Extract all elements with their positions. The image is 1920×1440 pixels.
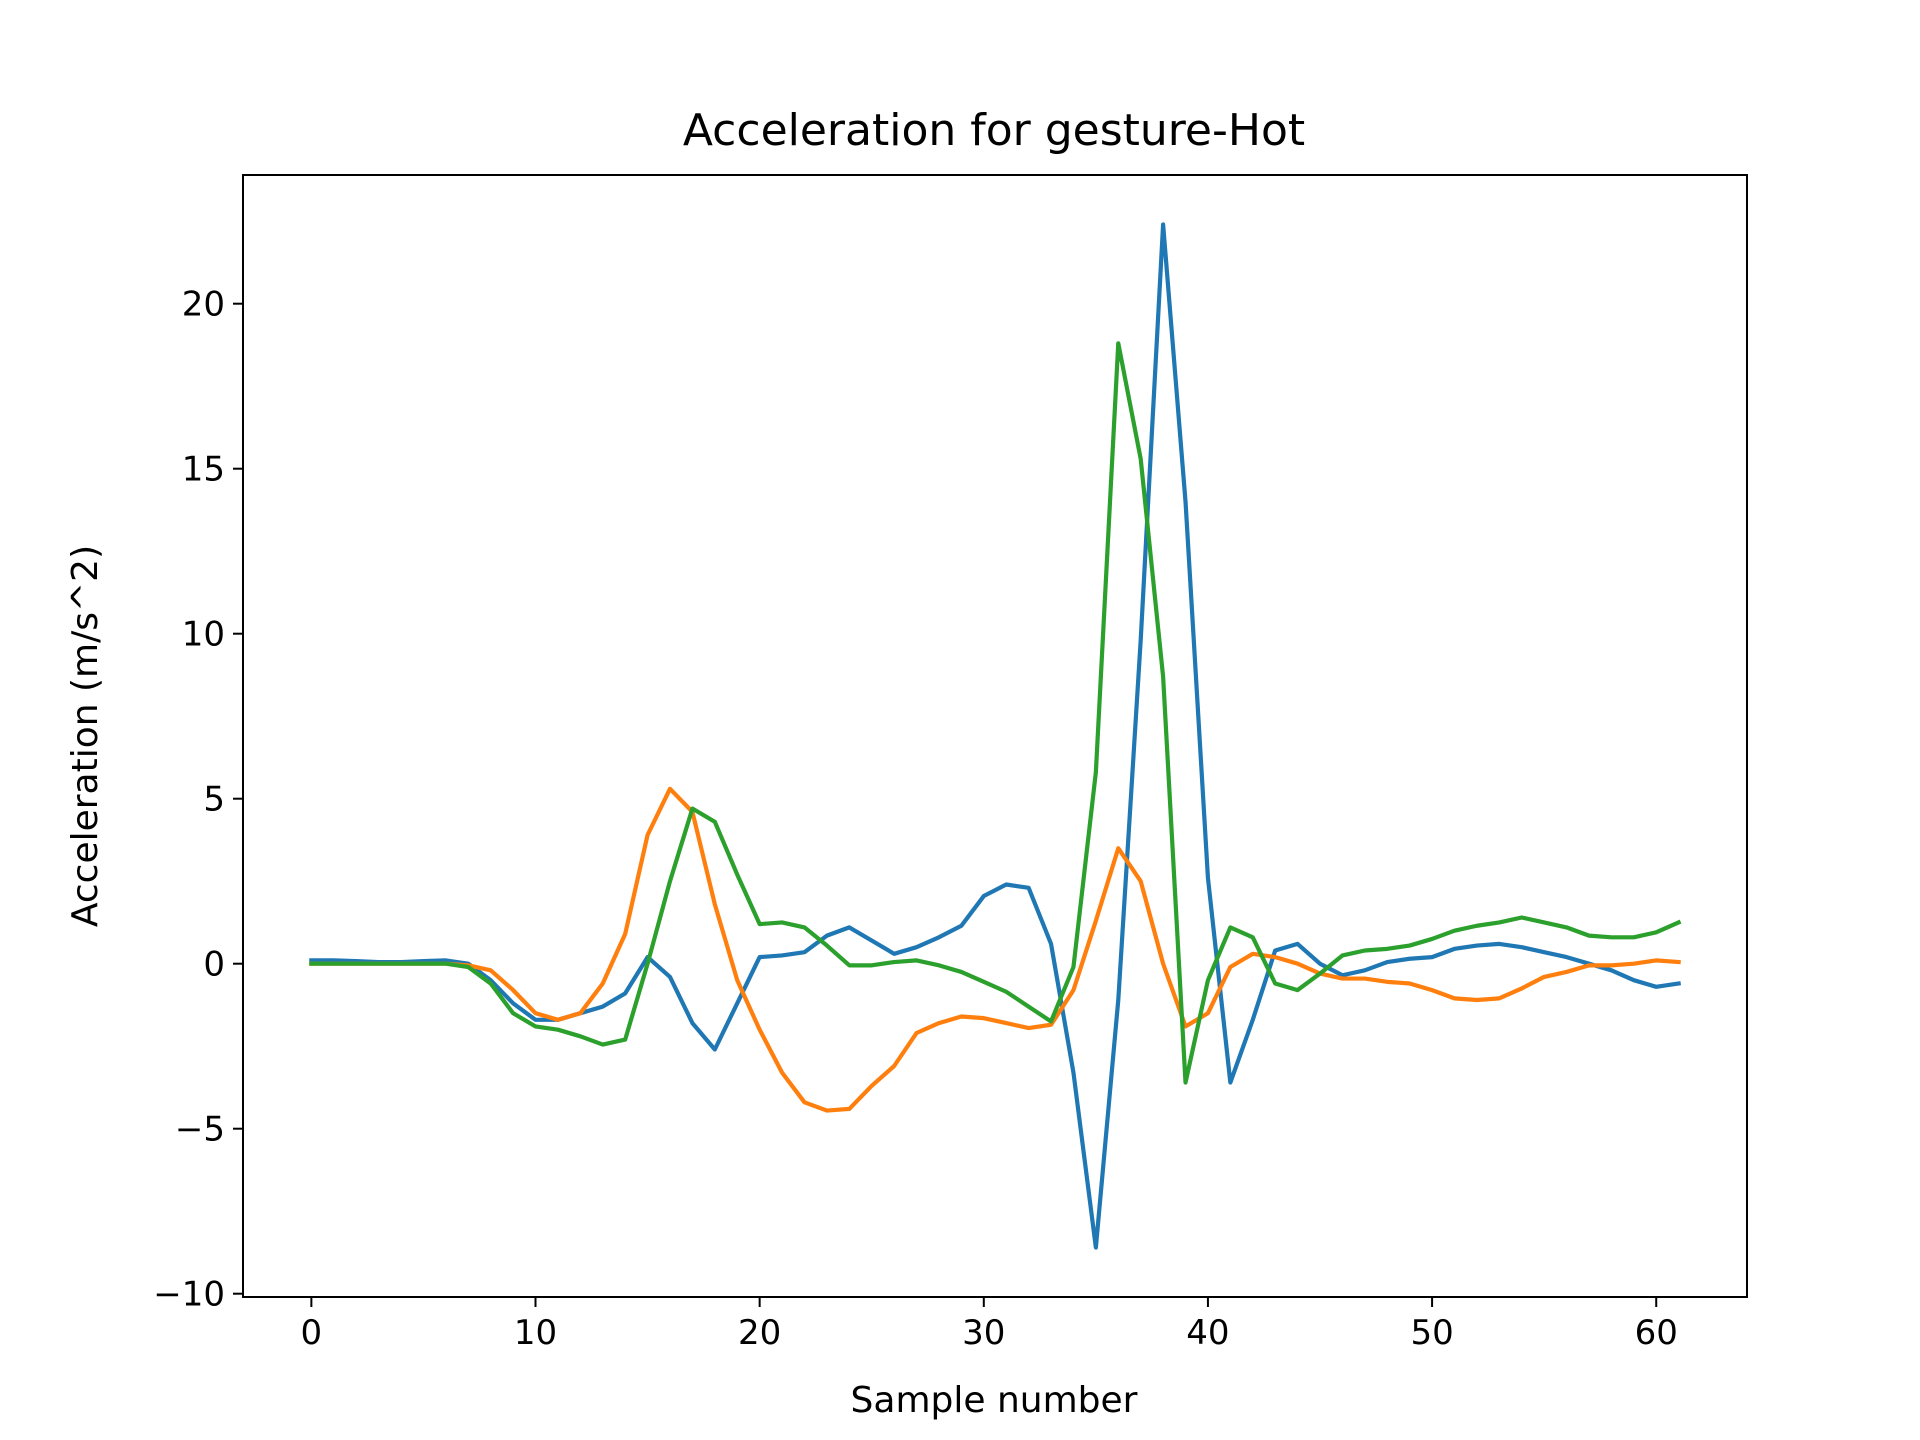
y-axis: −10 −5 0 5 10 15 20 (153, 285, 243, 1315)
y-tick-label: 10 (182, 615, 225, 655)
y-tick-label: 20 (182, 285, 225, 325)
y-tick-label: −10 (153, 1275, 225, 1315)
y-tick-label: 15 (182, 450, 225, 490)
y-tick-label: 0 (203, 945, 225, 985)
x-tick-label: 50 (1410, 1313, 1453, 1353)
series-layer (309, 222, 1682, 1250)
plot-frame (242, 174, 1748, 1298)
x-tick-label: 0 (301, 1313, 323, 1353)
x-tick-label: 60 (1635, 1313, 1678, 1353)
chart-title: Acceleration for gesture-Hot (683, 105, 1305, 156)
y-axis-label: Acceleration (m/s^2) (65, 545, 106, 927)
x-tick-label: 40 (1186, 1313, 1229, 1353)
x-axis-label: Sample number (851, 1380, 1138, 1421)
x-tick-label: 20 (738, 1313, 781, 1353)
series-line-3 (309, 341, 1682, 1085)
x-axis: 0 10 20 30 40 50 60 (301, 1297, 1678, 1353)
series-line-1 (309, 222, 1682, 1250)
x-tick-label: 30 (962, 1313, 1005, 1353)
y-tick-label: −5 (175, 1110, 225, 1150)
y-tick-label: 5 (203, 780, 225, 820)
series-line-2 (309, 786, 1681, 1113)
x-tick-label: 10 (514, 1313, 557, 1353)
